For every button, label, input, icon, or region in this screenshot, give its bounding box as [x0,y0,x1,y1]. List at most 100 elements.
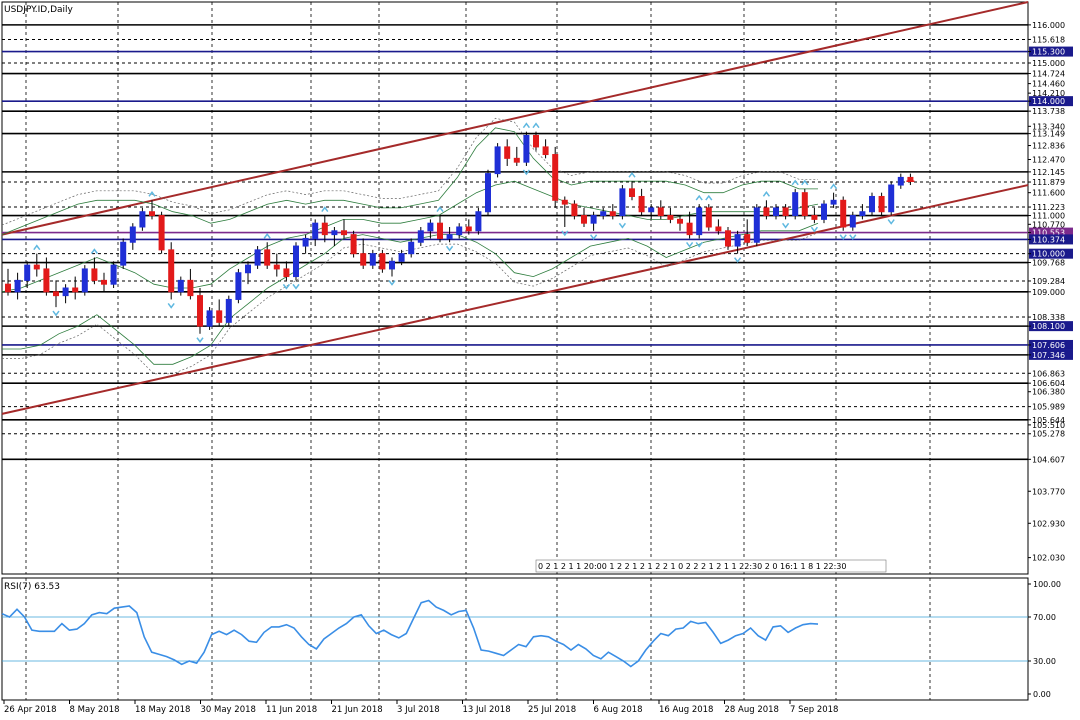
price-tick-label: 110.000 [1032,250,1065,259]
price-tick-label: 111.600 [1032,189,1065,198]
candle-up [24,264,31,281]
price-tick-label: 103.770 [1032,487,1065,496]
candle-down [5,283,11,293]
fractal-down-arrow [388,280,396,286]
fractal-down-arrow [446,245,454,252]
candle-up [293,245,299,278]
fractal-up-arrow [801,179,809,186]
channel-trend-line [1,184,1029,415]
candle-up [523,134,530,163]
candle-down [533,134,539,148]
fractal-up-arrow [532,122,540,129]
candle-up [696,207,703,236]
bollinger-lower-line [2,222,819,365]
candle-up [849,215,856,228]
rsi-title: RSI(7) 63.53 [4,582,60,592]
candle-down [72,287,79,293]
fractal-down-arrow [590,234,598,241]
candle-up [408,241,415,255]
candle-up [225,298,232,323]
price-label-highlight [1029,339,1073,350]
fractal-up-arrow [762,191,770,197]
date-tick-label: 26 Apr 2018 [4,705,57,715]
fractal-up-arrow [830,183,838,190]
candle-up [206,310,213,327]
date-tick-label: 7 Sep 2018 [790,705,838,715]
fractal-down-arrow [618,222,626,229]
candle-down [552,154,559,201]
candle-up [254,249,261,266]
price-tick-label: 110.374 [1032,235,1065,244]
candle-up [446,234,453,239]
fractal-down-arrow [782,222,790,229]
candle-up [456,226,463,236]
candle-down [677,218,683,224]
price-label-highlight [1029,46,1073,57]
candle-up [417,230,424,243]
candle-down [91,268,98,281]
candle-up [821,203,827,220]
candle-down [216,310,223,323]
candle-down [158,215,165,251]
price-tick-label: 113.340 [1032,122,1065,131]
fractal-down-arrow [686,241,694,248]
candle-down [629,188,635,197]
rsi-line [1,599,819,668]
candle-up [859,211,866,217]
price-label-highlight [1029,321,1073,332]
fractal-up-arrow [705,194,713,201]
candle-up [81,268,88,293]
date-tick-label: 8 May 2018 [70,705,120,715]
candle-down [101,279,107,285]
date-tick-label: 3 Jul 2018 [397,705,440,715]
candle-down [705,207,712,228]
candle-up [389,260,395,270]
candle-down [341,230,347,236]
price-tick-label: 102.030 [1032,554,1065,563]
price-tick-label: 111.879 [1032,178,1065,187]
price-frame [1,1,1029,575]
candle-up [369,253,376,266]
fractal-down-arrow [839,234,847,241]
price-tick-label: 114.724 [1032,70,1065,79]
price-tick-label: 111.000 [1032,212,1065,221]
price-tick-label: 106.380 [1032,388,1065,397]
price-tick-label: 108.100 [1032,322,1065,331]
candle-down [149,211,155,217]
candle-down [197,295,203,327]
candle-down [561,199,568,205]
price-tick-label: 115.000 [1032,59,1065,68]
price-tick-label: 105.510 [1032,421,1065,430]
candle-up [139,211,146,228]
date-tick-label: 16 Aug 2018 [659,705,713,715]
candle-up [792,192,799,217]
candle-down [321,222,328,236]
price-tick-label: 114.000 [1032,97,1065,106]
candle-up [129,226,136,243]
candle-down [33,264,40,270]
candle-up [302,237,309,247]
candle-down [686,222,693,236]
candle-up [600,211,607,217]
candle-up [619,188,626,217]
fractal-up-arrow [628,171,636,178]
candle-up [869,195,875,213]
candle-down [571,203,578,217]
candle-up [475,211,482,232]
price-tick-label: 112.836 [1032,142,1065,151]
candle-up [734,234,741,247]
fractal-up-arrow [522,122,530,129]
price-tick-label: 105.278 [1032,430,1065,439]
price-tick-label: 116.000 [1032,21,1065,30]
fractal-down-arrow [849,234,857,241]
candle-up [897,176,904,186]
price-tick-label: 113.738 [1032,107,1065,116]
price-tick-label: 107.606 [1032,341,1065,350]
bollinger-upper-line [1,127,818,235]
candle-up [753,207,760,243]
fractal-down-arrow [522,169,530,176]
date-tick-label: 30 May 2018 [201,705,256,715]
channel-trend-line [1,1,1029,236]
candle-up [485,173,491,213]
